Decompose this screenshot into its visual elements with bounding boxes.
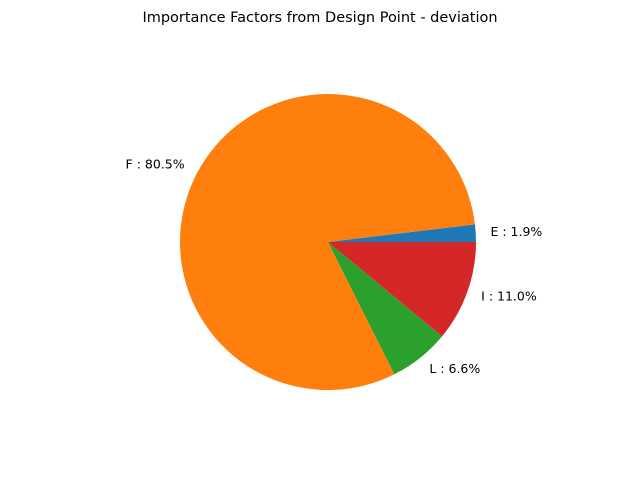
pie-slice-3 [328,242,476,337]
pie-slice-label-3: I : 11.0% [481,289,537,304]
pie-labels: E : 1.9% F : 80.5% L : 6.6% I : 11.0% [126,156,543,375]
pie-slice-0 [328,224,476,242]
chart-title: Importance Factors from Design Point - d… [142,10,497,26]
pie-slice-label-2: L : 6.6% [429,361,480,376]
pie-slice-1 [180,93,475,390]
pie-slice-label-1: F : 80.5% [126,156,185,171]
pie-slices [180,93,476,390]
pie-slice-label-0: E : 1.9% [491,224,543,239]
pie-slice-2 [328,242,443,375]
